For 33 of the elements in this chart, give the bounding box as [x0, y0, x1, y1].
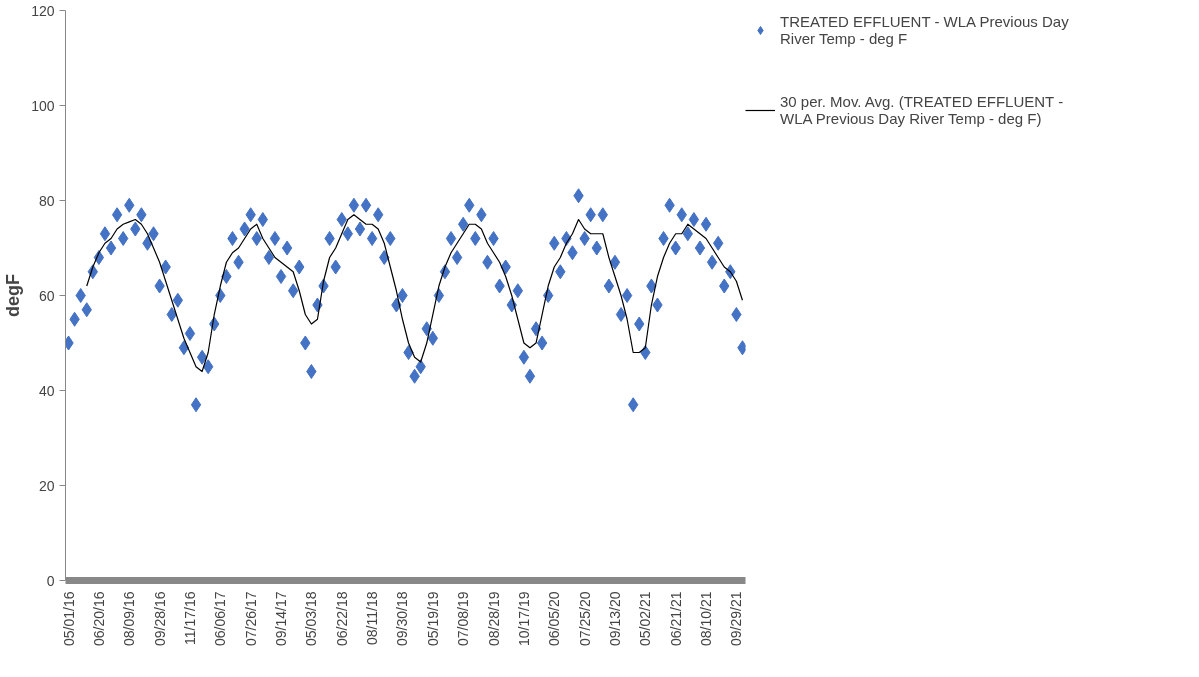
- y-tick-label: 100: [31, 97, 55, 114]
- x-tick-label: 05/01/16: [60, 591, 77, 646]
- x-tick-label: 05/02/21: [637, 591, 654, 646]
- x-tick-label: 06/22/18: [333, 591, 350, 646]
- x-tick-label: 08/11/18: [364, 591, 381, 645]
- x-tick-label: 09/30/18: [394, 591, 411, 646]
- x-tick-label: 07/26/17: [242, 591, 259, 646]
- x-tick-label: 09/14/17: [273, 591, 290, 646]
- legend-label: 30 per. Mov. Avg. (TREATED EFFLUENT - WLA Previous Day River Temp - deg F): [780, 92, 1065, 129]
- x-tick-label: 05/03/18: [303, 591, 320, 646]
- x-tick-label: 07/25/20: [576, 591, 593, 646]
- y-tick-label: 80: [38, 192, 55, 209]
- x-tick-label: 07/08/19: [455, 591, 472, 646]
- x-tick-label: 06/21/21: [667, 591, 684, 646]
- y-tick-label: 120: [31, 2, 55, 19]
- y-tick-label: 20: [38, 477, 55, 494]
- x-tick-label: 09/28/16: [151, 591, 168, 646]
- x-tick-label: 11/17/16: [181, 591, 198, 645]
- y-tick-label: 60: [38, 287, 55, 304]
- x-tick-label: 06/06/17: [212, 591, 229, 646]
- x-tick-label: 08/10/21: [698, 591, 715, 646]
- x-tick-label: 08/09/16: [121, 591, 138, 646]
- y-tick-label: 0: [46, 572, 55, 589]
- x-tick-label: 09/13/20: [606, 591, 623, 646]
- x-tick-label: 05/19/19: [424, 591, 441, 646]
- x-tick-label: 06/20/16: [90, 591, 107, 646]
- y-tick-label: 40: [38, 382, 55, 399]
- x-tick-label: 09/29/21: [728, 591, 745, 646]
- x-tick-label: 06/05/20: [546, 591, 563, 646]
- legend-label: TREATED EFFLUENT - WLA Previous Day River Temp - deg F: [780, 12, 1070, 49]
- x-tick-label: 10/17/19: [515, 591, 532, 646]
- x-tick-label: 08/28/19: [485, 591, 502, 646]
- y-axis-title: degF: [3, 274, 24, 317]
